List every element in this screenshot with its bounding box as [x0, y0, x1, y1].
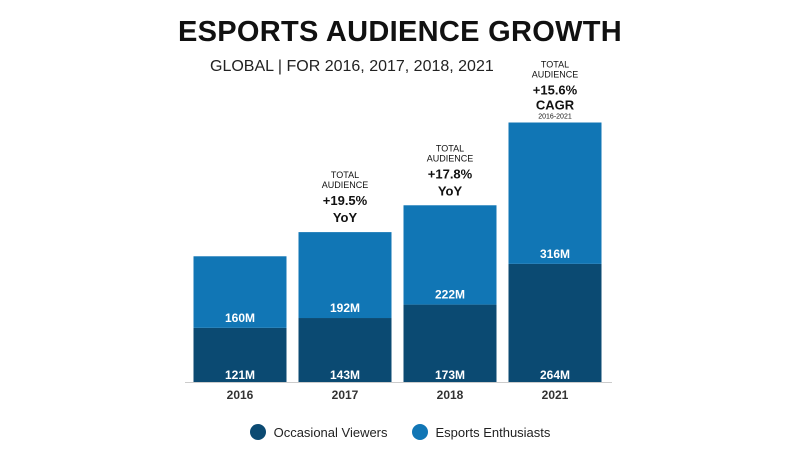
data-label-occasional-viewers-2021: 264M [540, 368, 570, 382]
legend-swatch-occasional-viewers [249, 424, 266, 440]
x-tick-label-2016: 2016 [227, 388, 254, 402]
annotation-2018-line-4: YoY [438, 183, 463, 198]
annotation-2017-line-2: AUDIENCE [322, 180, 369, 190]
annotation-2021-line-1: TOTAL [541, 60, 569, 70]
bar-occasional-viewers-2016 [193, 327, 287, 382]
legend: Occasional Viewers Esports Enthusiasts [0, 424, 800, 440]
annotation-2017-line-4: YoY [333, 210, 358, 225]
bar-esports-enthusiasts-2021 [508, 122, 602, 264]
legend-item-esports-enthusiasts: Esports Enthusiasts [411, 424, 551, 440]
bar-esports-enthusiasts-2017 [298, 232, 392, 319]
legend-swatch-esports-enthusiasts [411, 424, 428, 440]
data-label-esports-enthusiasts-2017: 192M [330, 301, 360, 315]
annotation-2017-line-3: +19.5% [323, 193, 368, 208]
annotation-2021-line-5: 2016-2021 [538, 114, 572, 121]
x-tick-label-2018: 2018 [437, 388, 464, 402]
annotation-2021-line-3: +15.6% [533, 83, 578, 98]
bar-esports-enthusiasts-2016 [193, 256, 287, 328]
legend-label-occasional-viewers: Occasional Viewers [273, 424, 388, 440]
bar-occasional-viewers-2021 [508, 263, 602, 382]
bar-occasional-viewers-2018 [403, 304, 497, 382]
x-tick-label-2017: 2017 [332, 388, 359, 402]
data-label-esports-enthusiasts-2021: 316M [540, 247, 570, 261]
data-label-esports-enthusiasts-2018: 222M [435, 288, 465, 302]
annotation-2017-line-1: TOTAL [331, 170, 359, 180]
chart-subtitle: GLOBAL | FOR 2016, 2017, 2018, 2021 [210, 58, 494, 75]
annotation-2018-line-1: TOTAL [436, 143, 464, 153]
x-tick-label-2021: 2021 [542, 388, 569, 402]
bar-esports-enthusiasts-2018 [403, 205, 497, 305]
annotation-2021-line-2: AUDIENCE [532, 70, 579, 80]
legend-item-occasional-viewers: Occasional Viewers [249, 424, 388, 440]
legend-label-esports-enthusiasts: Esports Enthusiasts [435, 424, 551, 440]
annotation-2021-line-4: CAGR [536, 98, 575, 113]
data-label-occasional-viewers-2016: 121M [225, 368, 255, 382]
data-label-occasional-viewers-2018: 173M [435, 368, 465, 382]
chart-title: ESPORTS AUDIENCE GROWTH [177, 16, 623, 48]
data-label-esports-enthusiasts-2016: 160M [225, 311, 255, 325]
annotation-2018-line-3: +17.8% [428, 166, 473, 181]
bar-occasional-viewers-2017 [298, 318, 392, 382]
annotation-2018-line-2: AUDIENCE [427, 153, 474, 163]
data-label-occasional-viewers-2017: 143M [330, 368, 360, 382]
